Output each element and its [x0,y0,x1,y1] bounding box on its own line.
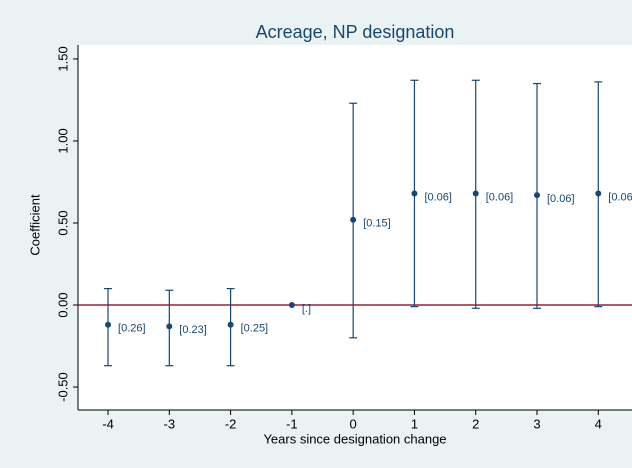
point-label: [0.25] [241,323,269,335]
point-label: [0.26] [118,323,146,335]
point [350,216,357,223]
x-tick-label: 0 [350,416,357,431]
x-tick-label: -1 [286,416,298,431]
point [534,192,541,199]
point [227,321,234,328]
x-tick-label: 2 [472,416,479,431]
point-label: [0.06] [486,191,514,203]
x-tick-label: -3 [164,416,176,431]
point [411,190,418,197]
point [595,190,602,197]
y-tick-label: 0.50 [55,210,70,235]
y-tick-label: 1.50 [55,46,70,71]
y-tick-label: 0.00 [55,292,70,317]
chart-title: Acreage, NP designation [256,22,455,42]
x-tick-label: 1 [411,416,418,431]
y-axis-title: Coefficient [27,194,42,256]
x-tick-label: -4 [102,416,114,431]
point [472,190,479,197]
y-tick-label: -0.50 [55,372,70,402]
point-label: [0.06] [608,191,632,203]
plot-area [78,45,632,410]
point [105,321,112,328]
x-tick-label: 3 [533,416,540,431]
point-label: [0.06] [547,193,575,205]
point-label: [0.23] [179,324,207,336]
point-label: [.] [302,303,311,315]
point [166,323,173,330]
x-axis-title: Years since designation change [263,431,446,446]
point-label: [0.15] [363,218,391,230]
y-tick-label: 1.00 [55,128,70,153]
point-label: [0.06] [424,191,452,203]
x-tick-label: 4 [595,416,602,431]
x-tick-label: -2 [225,416,237,431]
point [288,302,295,309]
